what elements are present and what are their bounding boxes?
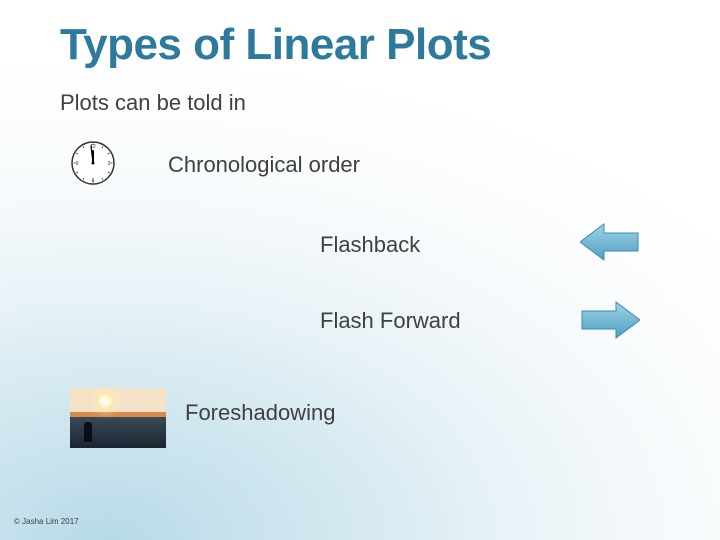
item-flashback: Flashback bbox=[320, 232, 420, 258]
slide-title: Types of Linear Plots bbox=[60, 20, 491, 70]
slide-subtitle: Plots can be told in bbox=[60, 90, 246, 116]
sunset-photo-icon bbox=[70, 388, 166, 448]
copyright-text: © Jasha Lim 2017 bbox=[14, 517, 79, 526]
item-foreshadowing: Foreshadowing bbox=[185, 400, 335, 426]
arrow-left-icon bbox=[580, 222, 640, 262]
item-chronological: Chronological order bbox=[168, 152, 360, 178]
svg-text:3: 3 bbox=[108, 161, 111, 167]
arrow-right-icon bbox=[580, 300, 640, 340]
svg-text:9: 9 bbox=[76, 161, 79, 167]
item-flashforward: Flash Forward bbox=[320, 308, 461, 334]
clock-icon: 12 3 6 9 bbox=[70, 140, 116, 186]
slide: Types of Linear Plots Plots can be told … bbox=[0, 0, 720, 540]
